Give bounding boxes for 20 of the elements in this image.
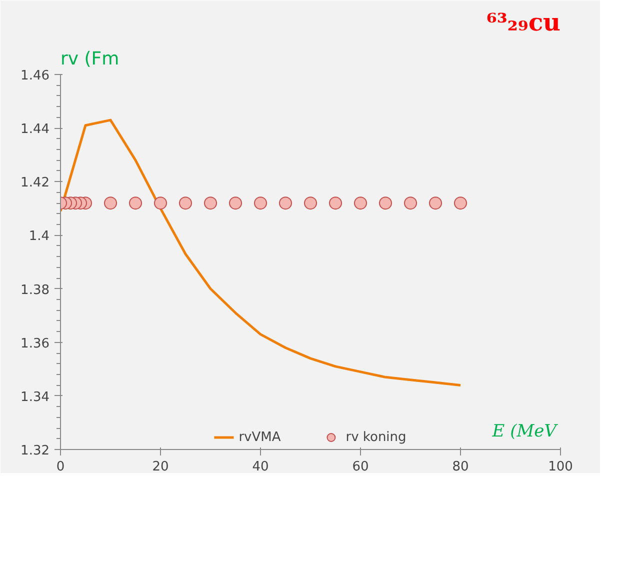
- x-tick-label: 0: [56, 460, 65, 474]
- y-tick-label: 1.32: [20, 444, 50, 458]
- x-tick-label: 80: [452, 460, 469, 474]
- x-tick-label: 60: [352, 460, 369, 474]
- legend-label: rv koning: [346, 430, 406, 444]
- legend-label: rvVMA: [238, 430, 281, 444]
- x-tick-label: 20: [152, 460, 169, 474]
- y-tick-label: 1.42: [20, 176, 50, 191]
- y-axis-title: rv (Fm: [60, 48, 120, 70]
- y-tick-label: 1.46: [20, 68, 50, 84]
- y-tick-label: 1.36: [20, 336, 50, 352]
- y-tick-label: 1.44: [20, 122, 50, 138]
- text: ⁶³₂₉cu: [486, 8, 560, 36]
- x-tick-label: 40: [252, 460, 269, 474]
- y-tick-label: 1.34: [20, 390, 50, 405]
- y-tick-label: 1.4: [28, 229, 50, 244]
- x-axis-title: E (MeV: [491, 422, 558, 442]
- x-tick-label: 100: [548, 460, 573, 474]
- y-tick-label: 1.38: [20, 282, 50, 298]
- line-series: [60, 118, 462, 386]
